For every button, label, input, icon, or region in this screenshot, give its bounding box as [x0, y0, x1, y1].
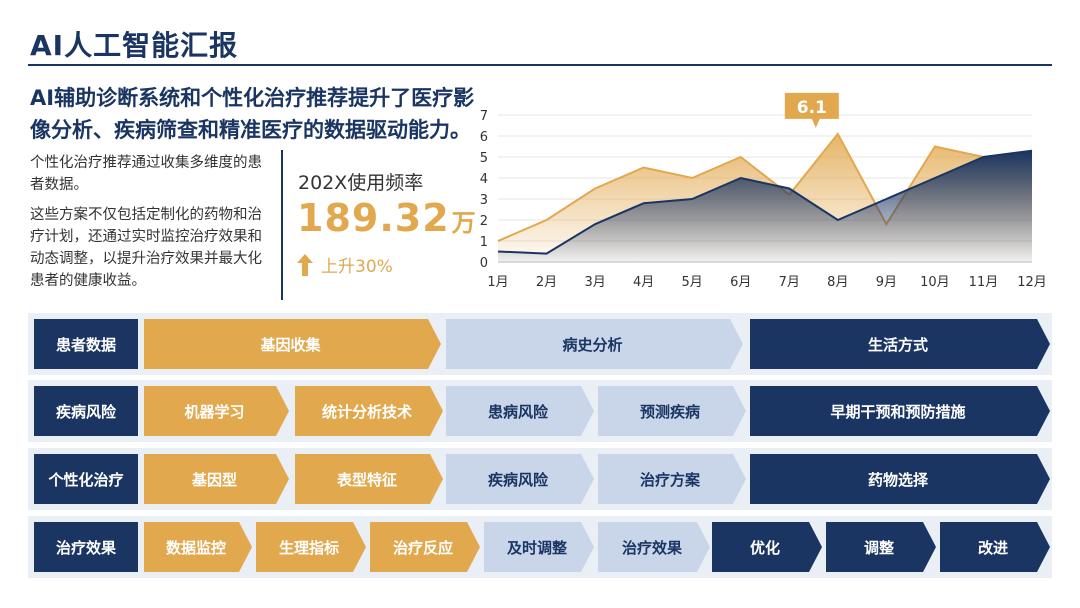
process-step: 治疗方案	[598, 454, 746, 504]
process-step: 早期干预和预防措施	[750, 386, 1050, 436]
process-step: 及时调整	[484, 522, 594, 572]
y-tick-label: 2	[480, 214, 488, 229]
series-line	[497, 149, 1033, 255]
process-step: 治疗反应	[370, 522, 480, 572]
x-tick-label: 5月	[682, 275, 703, 290]
headline: AI辅助诊断系统和个性化治疗推荐提升了医疗影像分析、疾病筛查和精准医疗的数据驱动…	[30, 86, 475, 142]
x-tick-label: 6月	[730, 275, 751, 290]
process-row: 个性化治疗 基因型 表型特征 疾病风险 治疗方案 药物选择	[28, 448, 1052, 510]
process-step: 机器学习	[144, 386, 289, 436]
up-arrow-icon	[297, 253, 313, 276]
x-tick-label: 7月	[779, 275, 800, 290]
row-header: 患者数据	[34, 319, 138, 369]
kpi-value: 189.32万	[297, 196, 477, 240]
kpi-growth-text: 上升30%	[321, 257, 393, 277]
x-tick-label: 12月	[1017, 275, 1047, 290]
description-paragraph-1: 个性化治疗推荐通过收集多维度的患者数据。	[30, 155, 262, 193]
process-step: 表型特征	[295, 454, 443, 504]
page-title: AI人工智能汇报	[30, 29, 239, 62]
process-step: 生理指标	[256, 522, 366, 572]
process-step: 调整	[826, 522, 936, 572]
x-tick-label: 3月	[584, 275, 605, 290]
y-tick-label: 0	[480, 256, 488, 271]
process-step: 生活方式	[750, 319, 1050, 369]
x-tick-label: 11月	[969, 275, 999, 290]
y-tick-label: 3	[480, 193, 488, 208]
process-step: 治疗效果	[598, 522, 710, 572]
process-step: 基因型	[144, 454, 289, 504]
x-tick-label: 9月	[876, 275, 897, 290]
process-step: 改进	[940, 522, 1050, 572]
y-tick-label: 7	[480, 109, 488, 124]
process-step: 疾病风险	[446, 454, 594, 504]
process-row: 患者数据 基因收集 病史分析 生活方式	[28, 313, 1052, 375]
description-paragraph-2: 这些方案不仅包括定制化的药物和治疗计划，还通过实时监控治疗效果和动态调整，以提升…	[30, 207, 262, 289]
description: 个性化治疗推荐通过收集多维度的患者数据。 这些方案不仅包括定制化的药物和治疗计划…	[30, 152, 275, 300]
kpi-number: 189.32	[297, 196, 450, 240]
process-row: 治疗效果 数据监控 生理指标 治疗反应 及时调整 治疗效果 优化 调整 改进	[28, 516, 1052, 578]
row-header: 疾病风险	[34, 386, 138, 436]
vertical-divider	[281, 150, 283, 300]
process-step: 优化	[712, 522, 822, 572]
area-chart: 0 1 2 3 4 5 6 7 1月 2月 3月 4月 5月 6月 7月 8月 9月 10月 11月 12月 6.1	[480, 92, 1047, 290]
process-step: 预测疾病	[598, 386, 746, 436]
y-tick-label: 1	[480, 235, 488, 250]
process-step: 统计分析技术	[295, 386, 443, 436]
process-step: 基因收集	[144, 319, 441, 369]
x-tick-label: 2月	[536, 275, 557, 290]
process-step: 患病风险	[446, 386, 594, 436]
series-line	[497, 132, 1033, 242]
process-row: 疾病风险 机器学习 统计分析技术 患病风险 预测疾病 早期干预和预防措施	[28, 380, 1052, 442]
row-header: 个性化治疗	[34, 454, 138, 504]
callout-label: 6.1	[797, 98, 827, 118]
process-step: 药物选择	[750, 454, 1050, 504]
callout-bubble	[784, 92, 839, 128]
series-area	[498, 150, 1032, 262]
title-divider	[28, 64, 1052, 66]
process-step: 病史分析	[446, 319, 743, 369]
y-tick-label: 6	[480, 130, 488, 145]
x-tick-label: 10月	[920, 275, 950, 290]
y-tick-label: 4	[480, 172, 488, 187]
x-tick-label: 4月	[633, 275, 654, 290]
kpi-growth: 上升30%	[297, 252, 393, 277]
x-tick-label: 1月	[487, 275, 508, 290]
x-tick-label: 8月	[827, 275, 848, 290]
process-step: 数据监控	[144, 522, 252, 572]
kpi-unit: 万	[451, 209, 477, 237]
kpi-label: 202X使用频率	[298, 172, 424, 194]
row-header: 治疗效果	[34, 522, 138, 572]
y-tick-label: 5	[480, 151, 488, 166]
